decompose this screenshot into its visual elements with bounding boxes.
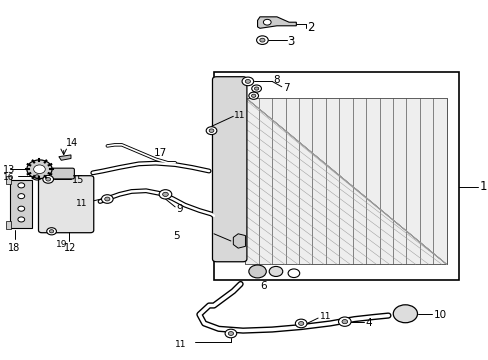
Text: 4: 4 <box>365 318 371 328</box>
Circle shape <box>338 317 350 326</box>
Circle shape <box>259 38 264 42</box>
Circle shape <box>46 177 50 181</box>
Circle shape <box>32 173 42 180</box>
Polygon shape <box>257 17 296 28</box>
Circle shape <box>254 87 258 90</box>
Circle shape <box>251 85 261 92</box>
Bar <box>5 176 11 184</box>
Circle shape <box>228 332 233 336</box>
Circle shape <box>251 94 255 97</box>
Circle shape <box>263 19 270 25</box>
Bar <box>214 72 458 280</box>
Circle shape <box>47 228 56 235</box>
Text: 5: 5 <box>172 231 179 240</box>
Text: 2: 2 <box>307 21 314 34</box>
Circle shape <box>163 192 168 197</box>
Bar <box>5 221 11 229</box>
Circle shape <box>18 217 24 222</box>
Text: 1: 1 <box>479 180 486 193</box>
Text: 14: 14 <box>66 138 78 148</box>
FancyBboxPatch shape <box>212 77 246 262</box>
Circle shape <box>159 190 171 199</box>
Text: 10: 10 <box>432 310 446 320</box>
Circle shape <box>224 329 236 338</box>
Bar <box>245 98 446 264</box>
Circle shape <box>18 194 24 199</box>
Circle shape <box>295 319 306 328</box>
Text: 17: 17 <box>153 148 166 158</box>
Polygon shape <box>59 155 71 160</box>
Text: 6: 6 <box>260 281 266 291</box>
Bar <box>10 180 32 228</box>
Text: 12: 12 <box>63 243 76 253</box>
Circle shape <box>102 195 113 203</box>
Circle shape <box>206 127 216 135</box>
Circle shape <box>35 175 39 178</box>
Text: 15: 15 <box>72 175 84 185</box>
Circle shape <box>392 305 417 323</box>
Circle shape <box>341 320 347 324</box>
Text: 11: 11 <box>234 111 245 120</box>
Circle shape <box>18 206 24 211</box>
Text: 11: 11 <box>319 312 330 321</box>
Circle shape <box>256 36 268 44</box>
Circle shape <box>242 77 253 86</box>
Circle shape <box>287 269 299 278</box>
Polygon shape <box>233 234 245 248</box>
FancyBboxPatch shape <box>49 168 74 179</box>
Text: 8: 8 <box>272 75 279 85</box>
Circle shape <box>248 92 258 99</box>
Circle shape <box>18 183 24 188</box>
Circle shape <box>209 129 213 132</box>
Text: 19: 19 <box>56 240 68 249</box>
Circle shape <box>34 165 45 174</box>
Text: 9: 9 <box>176 204 183 214</box>
FancyBboxPatch shape <box>39 176 94 233</box>
Text: 18: 18 <box>8 243 20 253</box>
Circle shape <box>248 265 266 278</box>
Circle shape <box>27 160 52 179</box>
Text: 13: 13 <box>3 165 15 175</box>
Text: 16: 16 <box>3 173 15 182</box>
Circle shape <box>269 266 282 276</box>
Circle shape <box>104 197 110 201</box>
Circle shape <box>43 175 53 183</box>
Text: 11: 11 <box>175 341 186 350</box>
Text: 7: 7 <box>282 83 289 93</box>
Circle shape <box>49 230 54 233</box>
Circle shape <box>298 321 303 325</box>
Text: 11: 11 <box>76 199 87 208</box>
Circle shape <box>245 80 250 83</box>
Text: 3: 3 <box>287 35 294 48</box>
